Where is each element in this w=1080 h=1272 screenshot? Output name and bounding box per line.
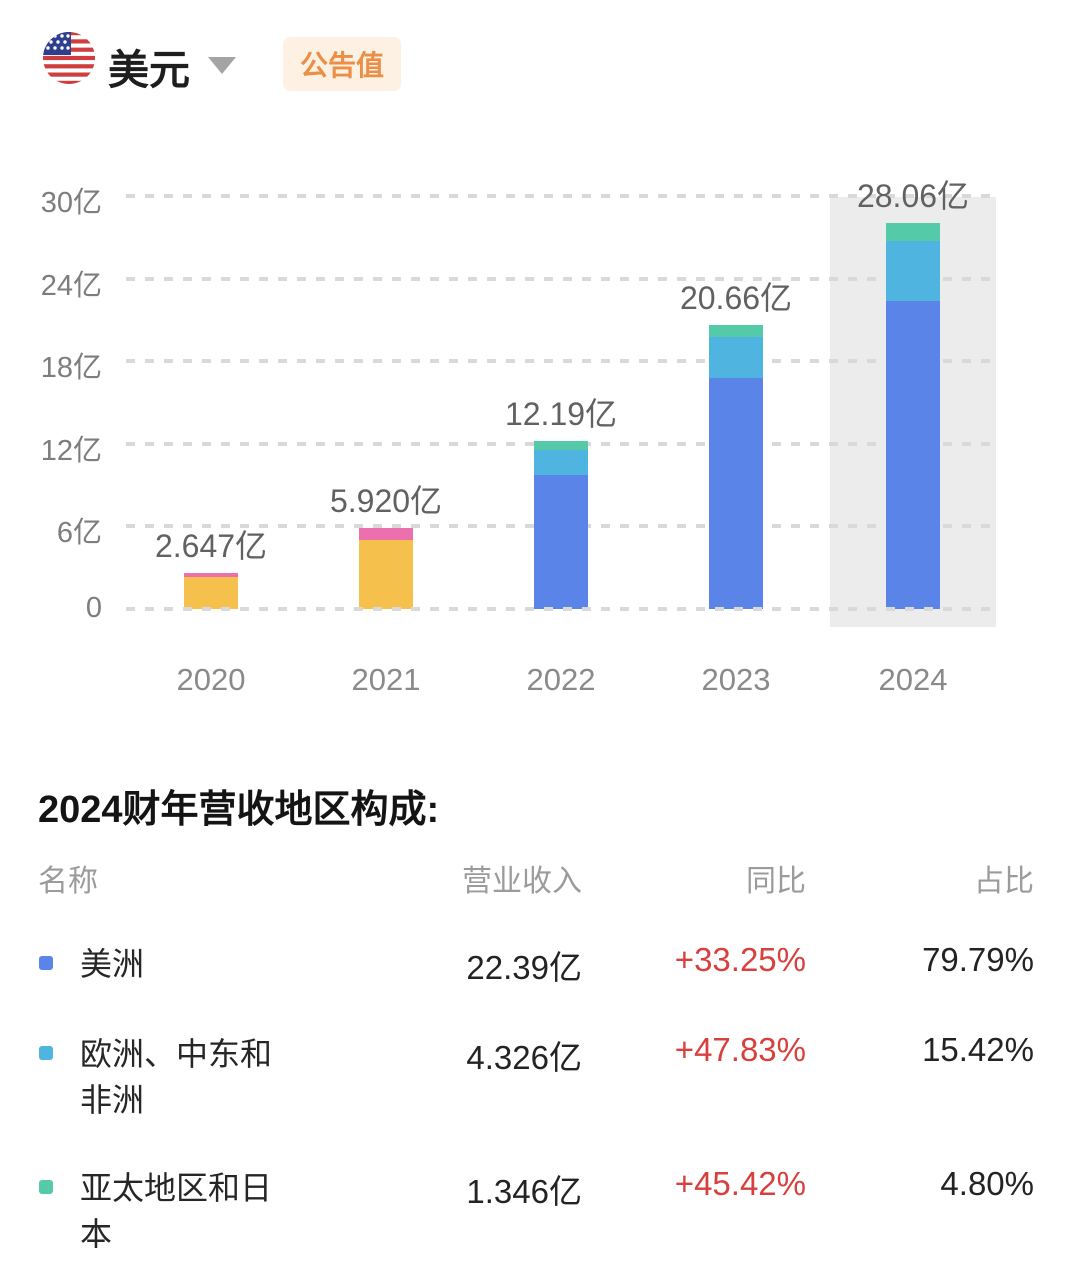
gridline-24 [126, 276, 994, 281]
bar-2021-segment-pink [359, 527, 413, 541]
us-flag-icon [42, 31, 96, 85]
x-tick-label-2023: 2023 [701, 662, 771, 697]
gridline-18 [126, 359, 994, 364]
bar-2020-segment-pink [184, 572, 238, 578]
region-yoy: +33.25% [674, 941, 806, 978]
bar-value-label-2024: 28.06亿 [856, 177, 970, 214]
chevron-down-icon[interactable] [208, 57, 236, 74]
bar-2023-segment-americas [709, 377, 763, 609]
section-heading: 2024财年营收地区构成: [38, 789, 440, 831]
bar-2022-segment-emea [534, 450, 588, 475]
y-tick-label: 6亿 [56, 517, 102, 550]
currency-selector-label[interactable]: 美元 [108, 47, 190, 93]
y-tick-label: 12亿 [40, 434, 102, 467]
legend-swatch-americas [39, 956, 53, 970]
bar-2024-segment-emea [886, 241, 940, 301]
bar-value-label-2021: 5.920亿 [329, 482, 443, 519]
bar-value-label-2022: 12.19亿 [504, 396, 618, 433]
x-tick-label-2021: 2021 [351, 662, 421, 697]
region-share: 79.79% [922, 941, 1034, 978]
y-tick-label: 24亿 [40, 269, 102, 302]
region-yoy: +45.42% [674, 1165, 806, 1202]
y-tick-label: 30亿 [40, 187, 102, 219]
bar-value-label-2020: 2.647亿 [154, 527, 268, 564]
bar-2022-segment-americas [534, 474, 588, 609]
x-tick-label-2024: 2024 [878, 662, 948, 697]
announced-value-badge: 公告值 [283, 37, 402, 91]
x-tick-label-2022: 2022 [526, 662, 596, 697]
region-revenue: 1.346亿 [466, 1173, 582, 1210]
bar-2022-segment-apj [534, 441, 588, 451]
bar-value-label-2023: 20.66亿 [679, 279, 793, 316]
y-tick-label: 0 [85, 592, 102, 624]
bar-2023[interactable] [709, 324, 763, 609]
legend-swatch-emea [39, 1046, 53, 1060]
gridline-0 [126, 607, 994, 611]
region-composition-table: 名称 营业收入 同比 占比 美洲 22.39亿 +33.25% 79.79% 欧… [38, 856, 1034, 1272]
region-name: 美洲 [80, 946, 145, 982]
bar-2024-segment-apj [886, 222, 940, 242]
col-header-name: 名称 [38, 865, 98, 898]
region-revenue: 22.39亿 [466, 949, 582, 986]
bar-2021-segment-amber [359, 540, 413, 609]
revenue-bar-chart: 30亿 24亿 18亿 12亿 6亿 0 2.647亿 2020 5.920亿 2021 12.19… [40, 177, 996, 697]
col-header-yoy: 同比 [746, 865, 806, 898]
x-tick-label-2020: 2020 [176, 662, 246, 697]
region-revenue: 4.326亿 [466, 1039, 582, 1076]
region-share: 4.80% [940, 1165, 1034, 1202]
bar-2024-segment-americas [886, 300, 940, 609]
bar-2021[interactable] [359, 527, 413, 609]
table-row[interactable]: 欧洲、中东和非洲 4.326亿 +47.83% 15.42% [38, 1031, 1034, 1123]
bar-2023-segment-apj [709, 324, 763, 338]
bar-2023-segment-emea [709, 337, 763, 378]
region-share: 15.42% [922, 1031, 1034, 1068]
legend-swatch-apj [39, 1180, 53, 1194]
bar-2022[interactable] [534, 441, 588, 609]
table-row[interactable]: 亚太地区和日本 1.346亿 +45.42% 4.80% [38, 1165, 1034, 1257]
col-header-share: 占比 [974, 865, 1034, 898]
bar-2020-segment-amber [184, 577, 238, 609]
bar-2024[interactable] [886, 222, 940, 609]
bar-2020[interactable] [184, 572, 238, 609]
gridline-30 [126, 194, 994, 198]
table-header-row: 名称 营业收入 同比 占比 [38, 856, 1034, 900]
region-name: 欧洲、中东和非洲 [80, 1036, 273, 1118]
region-name: 亚太地区和日本 [80, 1170, 273, 1252]
col-header-revenue: 营业收入 [462, 865, 582, 898]
region-yoy: +47.83% [674, 1031, 806, 1068]
table-row[interactable]: 美洲 22.39亿 +33.25% 79.79% [38, 941, 1034, 989]
y-tick-label: 18亿 [40, 352, 102, 385]
